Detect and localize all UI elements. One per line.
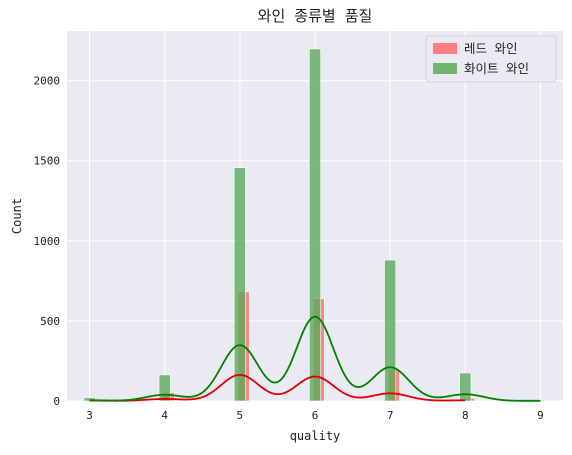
- kde-lines: [89, 315, 541, 402]
- bar-white-wine: [459, 372, 472, 402]
- bar-white-wine: [233, 167, 246, 402]
- x-tick-label: 4: [161, 409, 168, 422]
- x-tick-label: 5: [237, 409, 244, 422]
- bars: [83, 48, 547, 402]
- x-tick-label: 9: [537, 409, 544, 422]
- legend-box: [425, 35, 557, 83]
- x-tick-label: 3: [86, 409, 93, 422]
- bar-white-wine: [384, 259, 397, 402]
- kde-line-white-wine: [89, 315, 541, 402]
- y-tick-label: 0: [53, 395, 60, 408]
- chart-title: 와인 종류별 품질: [258, 7, 373, 25]
- kde-line-red-wine: [89, 373, 465, 402]
- y-tick-label: 1000: [34, 235, 61, 248]
- y-tick-label: 500: [40, 315, 60, 328]
- bar-white-wine: [309, 48, 321, 402]
- x-tick-label: 7: [387, 409, 394, 422]
- y-axis-ticks: 0 500 1000 1500 2000: [34, 75, 61, 408]
- legend-label: 레드 와인: [464, 41, 518, 56]
- x-axis-label: quality: [290, 429, 341, 443]
- legend-swatch: [433, 63, 457, 74]
- legend-swatch: [433, 43, 457, 54]
- x-tick-label: 8: [462, 409, 469, 422]
- legend-label: 화이트 와인: [464, 61, 529, 76]
- y-tick-label: 1500: [34, 155, 61, 168]
- x-axis-ticks: 3 4 5 6 7 8 9: [86, 409, 544, 422]
- y-axis-label: Count: [10, 198, 24, 234]
- y-tick-label: 2000: [34, 75, 61, 88]
- bar-white-wine: [158, 374, 171, 402]
- x-tick-label: 6: [312, 409, 319, 422]
